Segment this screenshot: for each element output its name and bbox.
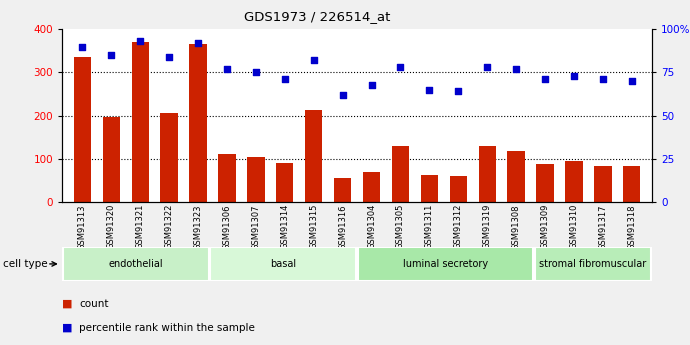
Bar	[160, 112, 178, 202]
Point	[511, 66, 522, 72]
Text: GSM91314: GSM91314	[280, 204, 289, 249]
Point	[453, 89, 464, 94]
Bar	[247, 157, 264, 202]
Point	[193, 40, 204, 46]
Point	[279, 77, 290, 82]
Point	[164, 54, 175, 60]
Point	[569, 73, 580, 79]
Bar	[421, 175, 438, 202]
Bar	[218, 155, 235, 202]
Text: percentile rank within the sample: percentile rank within the sample	[79, 323, 255, 333]
Bar	[623, 167, 640, 202]
Text: GSM91323: GSM91323	[193, 204, 203, 249]
Bar	[535, 247, 651, 281]
Point	[366, 82, 377, 87]
Bar	[392, 146, 409, 202]
Bar	[479, 146, 496, 202]
Text: GSM91310: GSM91310	[569, 204, 578, 249]
Text: GSM91307: GSM91307	[251, 204, 260, 249]
Text: GSM91316: GSM91316	[338, 204, 347, 249]
Text: GSM91306: GSM91306	[222, 204, 231, 249]
Point	[77, 44, 88, 49]
Text: GSM91311: GSM91311	[425, 204, 434, 249]
Bar	[103, 117, 120, 202]
Text: basal: basal	[270, 259, 297, 269]
Text: luminal secretory: luminal secretory	[403, 259, 488, 269]
Text: GSM91313: GSM91313	[78, 204, 87, 249]
Text: GSM91317: GSM91317	[598, 204, 607, 249]
Bar	[334, 178, 351, 202]
Text: ■: ■	[62, 323, 72, 333]
Text: GSM91320: GSM91320	[107, 204, 116, 249]
Bar	[210, 247, 357, 281]
Point	[337, 92, 348, 98]
Point	[221, 66, 233, 72]
Bar	[63, 247, 209, 281]
Text: GSM91309: GSM91309	[540, 204, 549, 249]
Point	[250, 70, 262, 75]
Text: stromal fibromuscular: stromal fibromuscular	[540, 259, 647, 269]
Bar	[189, 45, 207, 202]
Bar	[507, 151, 525, 202]
Bar	[565, 161, 582, 202]
Point	[135, 39, 146, 44]
Text: endothelial: endothelial	[108, 259, 163, 269]
Point	[395, 65, 406, 70]
Bar	[74, 57, 91, 202]
Text: GSM91304: GSM91304	[367, 204, 376, 249]
Bar	[276, 163, 293, 202]
Bar	[450, 176, 467, 202]
Bar	[594, 167, 611, 202]
Point	[482, 65, 493, 70]
Text: GSM91305: GSM91305	[396, 204, 405, 249]
Point	[627, 78, 638, 84]
Point	[308, 58, 319, 63]
Text: ■: ■	[62, 299, 72, 308]
Bar	[132, 42, 149, 202]
Text: GSM91319: GSM91319	[483, 204, 492, 249]
Point	[540, 77, 551, 82]
Text: cell type: cell type	[3, 259, 48, 269]
Text: count: count	[79, 299, 109, 308]
Bar	[363, 172, 380, 202]
Point	[598, 77, 609, 82]
Point	[106, 52, 117, 58]
Text: GSM91322: GSM91322	[165, 204, 174, 249]
Text: GSM91308: GSM91308	[511, 204, 521, 249]
Bar	[536, 164, 553, 202]
Text: GSM91321: GSM91321	[136, 204, 145, 249]
Bar	[305, 110, 322, 202]
Text: GDS1973 / 226514_at: GDS1973 / 226514_at	[244, 10, 391, 23]
Bar	[357, 247, 533, 281]
Text: GSM91315: GSM91315	[309, 204, 318, 249]
Text: GSM91318: GSM91318	[627, 204, 636, 249]
Text: GSM91312: GSM91312	[454, 204, 463, 249]
Point	[424, 87, 435, 92]
